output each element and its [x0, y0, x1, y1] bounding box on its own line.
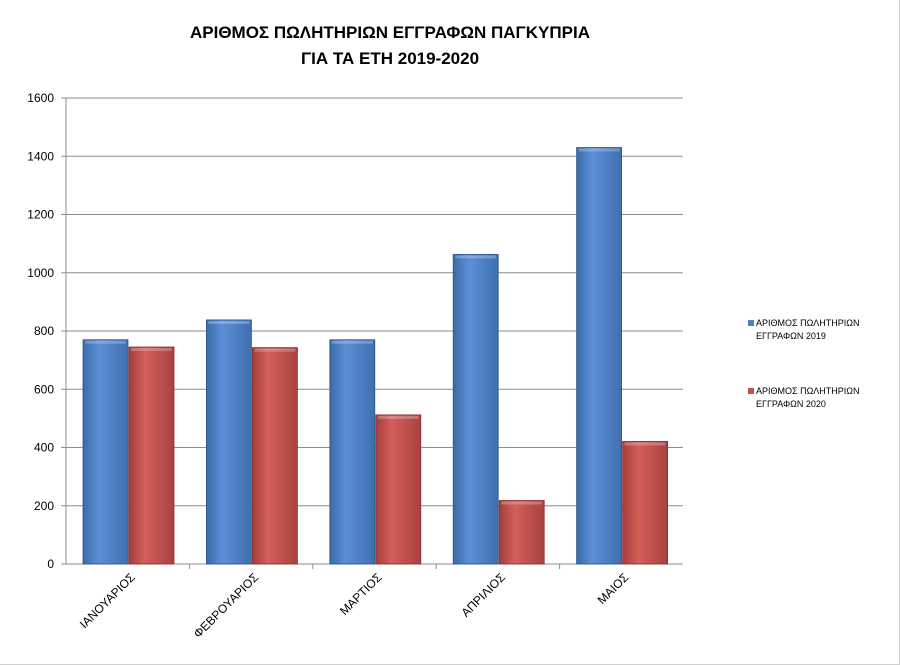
bar-highlight: [377, 415, 419, 419]
y-tick-labels: 0 200 400 600 800 1000 1200 1400 1600: [27, 91, 54, 571]
y-tick-label: 1000: [27, 266, 54, 280]
x-tick-label: ΑΠΡΙΛΙΟΣ: [458, 570, 508, 620]
bar-highlight: [331, 340, 373, 344]
y-tick-label: 1200: [27, 208, 54, 222]
bar-highlight: [501, 501, 543, 505]
x-tick-label: ΜΑΙΟΣ: [595, 570, 632, 607]
chart-title: ΑΡΙΘΜΟΣ ΠΩΛΗΤΗΡΙΩΝ ΕΓΓΡΑΦΩΝ ΠΑΓΚΥΠΡΙΑ ΓΙ…: [90, 20, 690, 72]
x-tick-label: ΙΑΝΟΥΑΡΙΟΣ: [77, 570, 138, 631]
y-tick-label: 1600: [27, 91, 54, 105]
legend-label-2019: ΑΡΙΘΜΟΣ ΠΩΛΗΤΗΡΙΩΝ ΕΓΓΡΑΦΩΝ 2019: [756, 318, 860, 341]
y-tick-label: 1400: [27, 149, 54, 163]
bar-2019-1: [82, 339, 129, 565]
chart-title-line-2: ΓΙΑ ΤΑ ΕΤΗ 2019-2020: [300, 49, 480, 68]
y-tick-label: 600: [34, 382, 54, 396]
bar-2019-2: [205, 319, 252, 565]
legend-swatch-2020: [748, 388, 754, 394]
bar-highlight: [624, 442, 666, 446]
bar-highlight: [85, 340, 126, 344]
y-tick-label: 200: [34, 499, 54, 513]
y-tick-label: 0: [47, 557, 54, 571]
bar-2019-4: [452, 254, 499, 565]
legend-swatch-2019: [748, 320, 754, 326]
bar-2020-3: [375, 414, 422, 565]
bars: [82, 147, 668, 565]
y-tick-label: 800: [34, 324, 54, 338]
bar-highlight: [131, 348, 172, 352]
bar-2020-5: [622, 440, 668, 565]
x-tick-label: ΦΕΒΡΟΥΑΡΙΟΣ: [191, 570, 262, 641]
legend-label-2020: ΑΡΙΘΜΟΣ ΠΩΛΗΤΗΡΙΩΝ ΕΓΓΡΑΦΩΝ 2020: [756, 386, 860, 409]
bar-2020-1: [128, 346, 175, 565]
chart-title-line-1: ΑΡΙΘΜΟΣ ΠΩΛΗΤΗΡΙΩΝ ΕΓΓΡΑΦΩΝ ΠΑΓΚΥΠΡΙΑ: [189, 23, 590, 42]
bar-2020-2: [251, 347, 298, 565]
y-tick-label: 400: [34, 441, 54, 455]
bar-highlight: [578, 148, 620, 152]
bar-highlight: [455, 255, 497, 259]
bar-2019-3: [329, 339, 376, 565]
bar-highlight: [208, 320, 250, 324]
x-tick-labels: ΙΑΝΟΥΑΡΙΟΣ ΦΕΒΡΟΥΑΡΙΟΣ ΜΑΡΤΙΟΣ ΑΠΡΙΛΙΟΣ ΜΑΙΟ…: [77, 570, 632, 641]
bar-2019-5: [576, 147, 622, 565]
x-tick-label: ΜΑΡΤΙΟΣ: [337, 570, 385, 618]
bar-2020-4: [498, 500, 545, 565]
bar-highlight: [254, 348, 296, 352]
